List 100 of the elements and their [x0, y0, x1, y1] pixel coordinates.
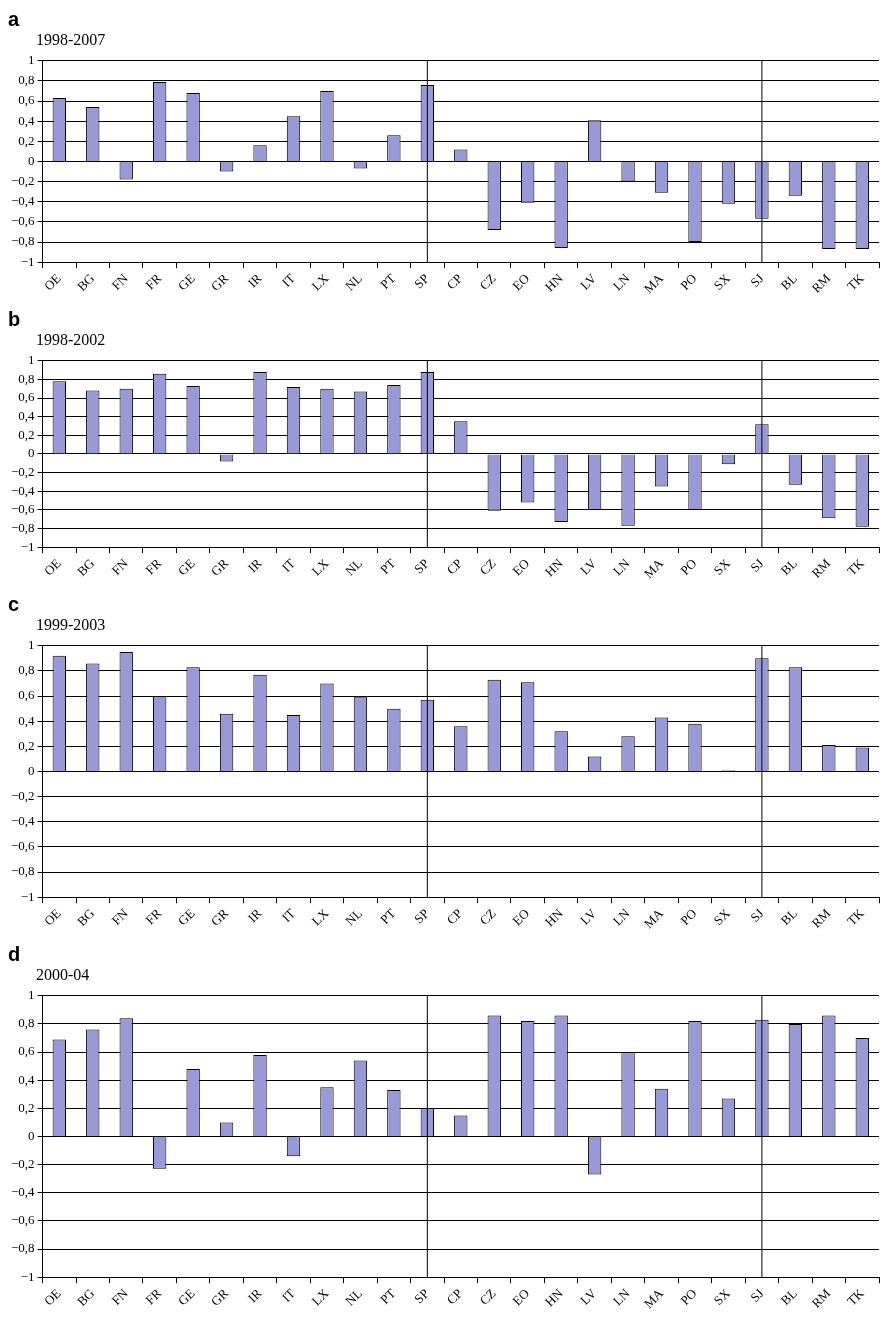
- x-tick-label: NL: [342, 905, 365, 929]
- x-tick-label: TK: [843, 270, 868, 294]
- x-tick-label: PO: [677, 270, 700, 293]
- x-tick-label: LX: [308, 905, 332, 929]
- x-tick-label: GE: [174, 555, 198, 579]
- x-tick-label: LX: [308, 555, 332, 579]
- x-tick-label: RM: [808, 555, 834, 581]
- x-tick-label: SP: [411, 555, 432, 577]
- y-tick-label: 0,4: [18, 712, 36, 728]
- y-tick-label: 0,2: [18, 1099, 35, 1115]
- x-tick-label: IT: [278, 1285, 299, 1305]
- x-tick-label: SX: [710, 555, 734, 578]
- y-tick-label: 0,6: [18, 92, 36, 108]
- x-tick-label: LX: [308, 270, 332, 294]
- x-tick-label: MA: [640, 1285, 667, 1312]
- x-tick-label: SP: [411, 270, 432, 292]
- x-tick-label: PO: [677, 1285, 700, 1308]
- x-tick-label: TK: [843, 1285, 868, 1309]
- chart-subtitle: 2000-04: [36, 965, 91, 985]
- x-tick-label: GR: [207, 905, 232, 929]
- x-tick-label: FN: [108, 905, 132, 928]
- x-tick-label: RM: [808, 905, 834, 931]
- x-tick-label: OE: [40, 1285, 64, 1309]
- x-tick-label: PT: [377, 270, 399, 292]
- x-tick-label: FR: [142, 1285, 165, 1308]
- x-tick-label: EO: [509, 270, 533, 294]
- x-tick-label: LN: [609, 905, 634, 929]
- x-tick-label: CZ: [476, 270, 499, 293]
- y-tick-label: 0,8: [18, 1015, 35, 1031]
- y-tick-label: 0,8: [18, 72, 35, 88]
- x-tick-label: IT: [278, 270, 299, 290]
- x-tick-label: SJ: [747, 270, 767, 290]
- x-tick-label: SP: [411, 1285, 432, 1307]
- x-tick-label: GR: [207, 270, 232, 294]
- x-tick-label: EO: [509, 555, 533, 579]
- y-tick-label: −0,8: [10, 1240, 35, 1256]
- x-tick-label: HN: [541, 1285, 567, 1310]
- x-tick-label: TK: [843, 905, 868, 929]
- x-tick-label: OE: [40, 270, 64, 294]
- y-tick-label: −0,4: [10, 1184, 36, 1200]
- y-tick-label: −0,8: [10, 233, 35, 249]
- x-tick-label: CP: [443, 1285, 466, 1308]
- x-tick-label: FR: [142, 270, 165, 293]
- x-tick-label: CZ: [476, 555, 499, 578]
- y-tick-label: 0,6: [18, 1043, 36, 1059]
- x-tick-label: FN: [108, 555, 132, 578]
- y-tick-label: 0: [28, 762, 35, 778]
- y-tick-label: 1: [28, 52, 35, 68]
- x-tick-label: PO: [677, 905, 700, 928]
- y-tick-label: 0,4: [18, 1071, 36, 1087]
- x-tick-label: IT: [278, 905, 299, 925]
- x-tick-label: CP: [443, 270, 466, 293]
- y-tick-label: −0,8: [10, 863, 35, 879]
- x-tick-label: LN: [609, 555, 634, 579]
- x-tick-label: LV: [577, 555, 600, 578]
- y-tick-label: −1: [20, 253, 35, 269]
- y-tick-label: 1: [28, 352, 35, 368]
- x-tick-label: OE: [40, 555, 64, 579]
- y-tick-label: −0,4: [10, 813, 36, 829]
- x-tick-label: OE: [40, 905, 64, 929]
- x-tick-label: GR: [207, 555, 232, 579]
- x-tick-label: PO: [677, 555, 700, 578]
- y-tick-label: 0,8: [18, 662, 35, 678]
- x-tick-label: NL: [342, 555, 365, 579]
- x-tick-label: BL: [777, 1285, 800, 1308]
- x-tick-label: HN: [541, 270, 567, 295]
- x-tick-label: LV: [577, 905, 600, 928]
- x-tick-label: FR: [142, 905, 165, 928]
- y-tick-label: −1: [20, 1268, 35, 1284]
- y-tick-label: 0,2: [18, 132, 35, 148]
- y-tick-label: 0,6: [18, 687, 36, 703]
- y-tick-label: 0: [28, 152, 35, 168]
- y-tick-label: −1: [20, 538, 35, 554]
- x-tick-label: EO: [509, 1285, 533, 1309]
- x-tick-label: RM: [808, 270, 834, 296]
- y-tick-label: 0: [28, 445, 35, 461]
- y-tick-label: −0,4: [10, 482, 36, 498]
- x-tick-label: PT: [377, 905, 399, 927]
- x-tick-label: BG: [73, 555, 98, 579]
- y-tick-label: −0,6: [10, 1212, 36, 1228]
- y-tick-label: −0,2: [10, 173, 35, 189]
- x-tick-label: CP: [443, 905, 466, 928]
- x-tick-label: IR: [244, 270, 265, 291]
- y-tick-label: 0,6: [18, 389, 36, 405]
- x-tick-label: BG: [73, 905, 98, 929]
- x-tick-label: HN: [541, 555, 567, 580]
- y-tick-label: 0,2: [18, 426, 35, 442]
- x-tick-label: MA: [640, 905, 667, 932]
- chart-subtitle: 1998-2002: [36, 330, 107, 350]
- y-tick-label: −0,2: [10, 464, 35, 480]
- x-tick-label: TK: [843, 555, 868, 579]
- x-tick-label: LN: [609, 1285, 634, 1309]
- x-tick-label: SP: [411, 905, 432, 927]
- x-tick-label: BL: [777, 905, 800, 928]
- x-tick-label: SX: [710, 270, 734, 293]
- x-tick-label: MA: [640, 555, 667, 582]
- x-tick-label: SJ: [747, 1285, 767, 1305]
- x-tick-label: RM: [808, 1285, 834, 1311]
- y-tick-label: 0,4: [18, 408, 36, 424]
- x-tick-label: LV: [577, 270, 600, 293]
